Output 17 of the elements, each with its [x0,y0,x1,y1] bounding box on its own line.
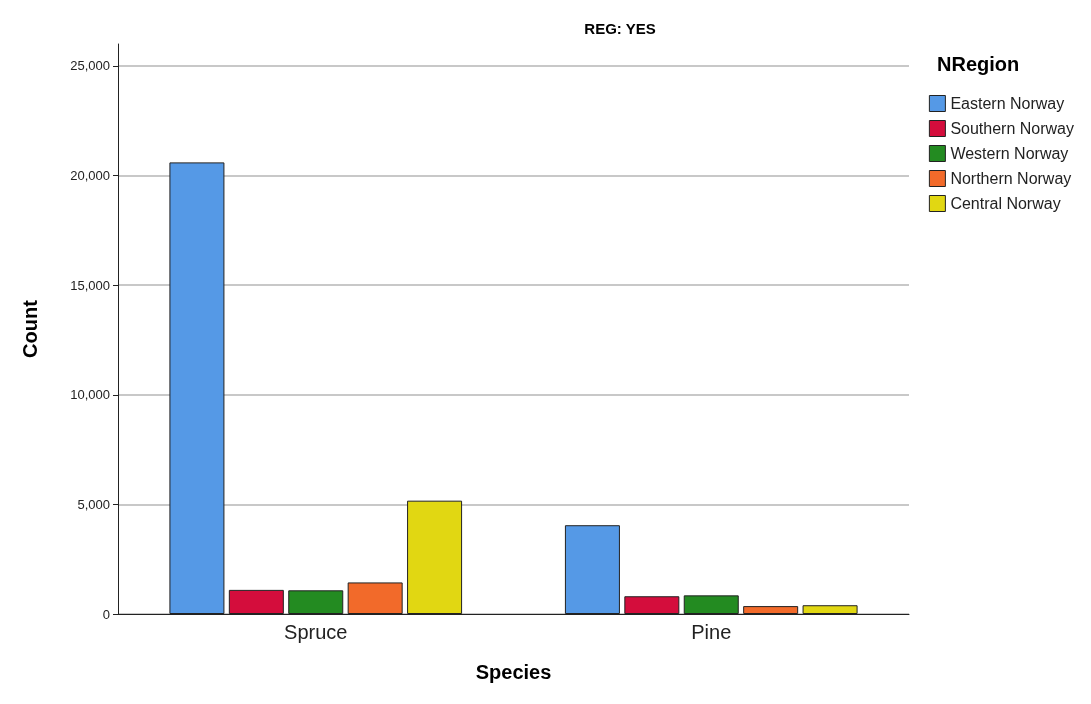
x-axis-title: Species [475,661,552,683]
y-tick-label: 10,000 [70,387,110,403]
legend-label: Northern Norway [950,170,1072,187]
x-tick-label: Spruce [284,621,348,643]
y-tick-label: 15,000 [70,277,110,293]
y-axis-title: Count [19,299,41,358]
legend-title: NRegion [937,53,1020,75]
y-tick-label: 0 [102,606,110,622]
legend-label: Central Norway [950,195,1061,212]
legend-label: Eastern Norway [950,95,1065,112]
y-tick-label: 20,000 [70,168,110,184]
legend-label: Southern Norway [950,120,1075,137]
legend-label: Western Norway [950,145,1069,162]
chart-title: REG: YES [584,20,656,37]
y-tick-label: 5,000 [77,496,110,512]
x-tick-label: Pine [691,621,732,643]
y-tick-label: 25,000 [70,58,110,74]
